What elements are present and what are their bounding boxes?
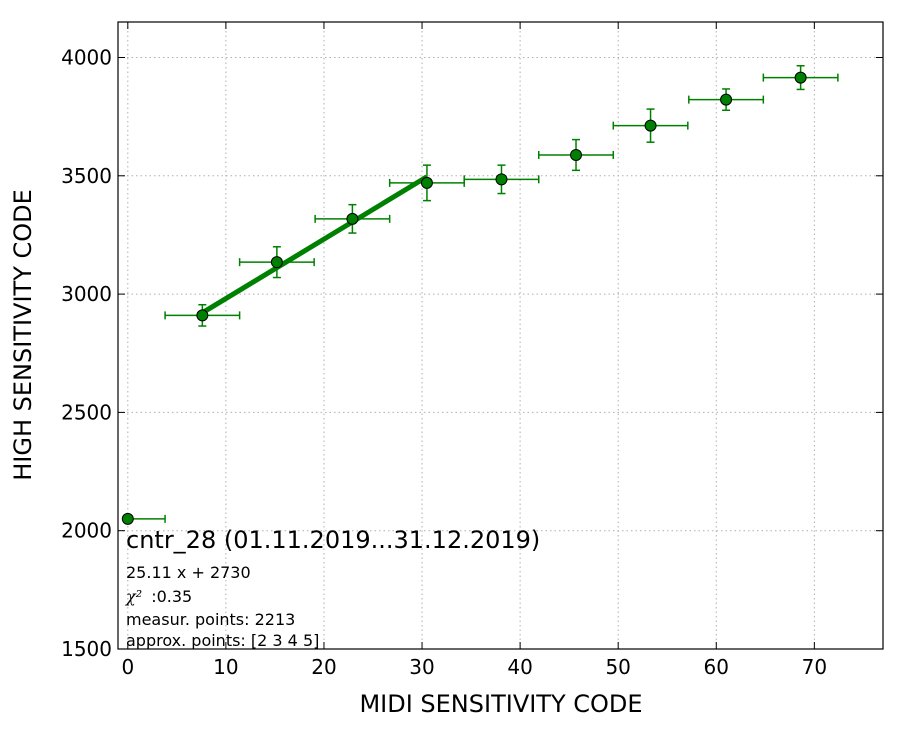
annotation-approx-points: approx. points: [2 3 4 5] bbox=[126, 631, 319, 650]
data-point bbox=[196, 309, 209, 322]
y-tick-label: 1500 bbox=[61, 637, 112, 661]
data-point bbox=[794, 71, 807, 84]
annotation-equation: 25.11 x + 2730 bbox=[126, 563, 251, 582]
chi-symbol: χ² bbox=[125, 587, 142, 606]
data-point-group bbox=[762, 65, 839, 91]
data-point bbox=[644, 119, 657, 132]
x-tick-label: 40 bbox=[507, 655, 532, 679]
x-axis-title: MIDI SENSITIVITY CODE bbox=[359, 690, 642, 718]
chi-value: :0.35 bbox=[151, 587, 192, 606]
y-tick-label: 4000 bbox=[61, 45, 112, 69]
data-point-group bbox=[463, 164, 540, 195]
y-tick-label: 2000 bbox=[61, 519, 112, 543]
x-tick-label: 10 bbox=[213, 655, 238, 679]
plot-frame bbox=[117, 21, 884, 650]
data-point bbox=[346, 212, 359, 225]
x-tick-label: 70 bbox=[802, 655, 827, 679]
x-tick-label: 30 bbox=[409, 655, 434, 679]
annotation-title: cntr_28 (01.11.2019...31.12.2019) bbox=[126, 526, 540, 554]
data-point bbox=[121, 512, 134, 525]
data-point bbox=[420, 176, 433, 189]
data-point bbox=[495, 173, 508, 186]
data-point-group bbox=[164, 303, 241, 327]
x-tick-label: 60 bbox=[704, 655, 729, 679]
x-tick-label: 20 bbox=[311, 655, 336, 679]
ticks: 0 10 20 30 40 50 60 70 1500 2000 2500 3000 3500 4000 bbox=[61, 22, 883, 679]
fit-line bbox=[201, 174, 429, 315]
data-point-group bbox=[612, 108, 689, 143]
data-point-group bbox=[314, 203, 391, 234]
data-point-group bbox=[121, 512, 166, 525]
data-point-group bbox=[538, 138, 615, 172]
annotation-chi: χ² :0.35 bbox=[125, 587, 192, 606]
points-layer bbox=[121, 65, 839, 525]
data-point bbox=[570, 148, 583, 161]
y-axis-title: HIGH SENSITIVITY CODE bbox=[9, 189, 37, 481]
data-point-group bbox=[238, 246, 315, 279]
y-tick-label: 2500 bbox=[61, 400, 112, 424]
y-tick-label: 3000 bbox=[61, 282, 112, 306]
x-tick-label: 0 bbox=[121, 655, 134, 679]
annotation-measur-points: measur. points: 2213 bbox=[126, 610, 295, 629]
data-point-group bbox=[688, 88, 765, 112]
x-tick-label: 50 bbox=[605, 655, 630, 679]
data-point-group bbox=[388, 164, 465, 202]
y-tick-label: 3500 bbox=[61, 164, 112, 188]
data-point bbox=[720, 93, 733, 106]
data-point bbox=[270, 256, 283, 269]
fit-layer bbox=[201, 174, 429, 315]
